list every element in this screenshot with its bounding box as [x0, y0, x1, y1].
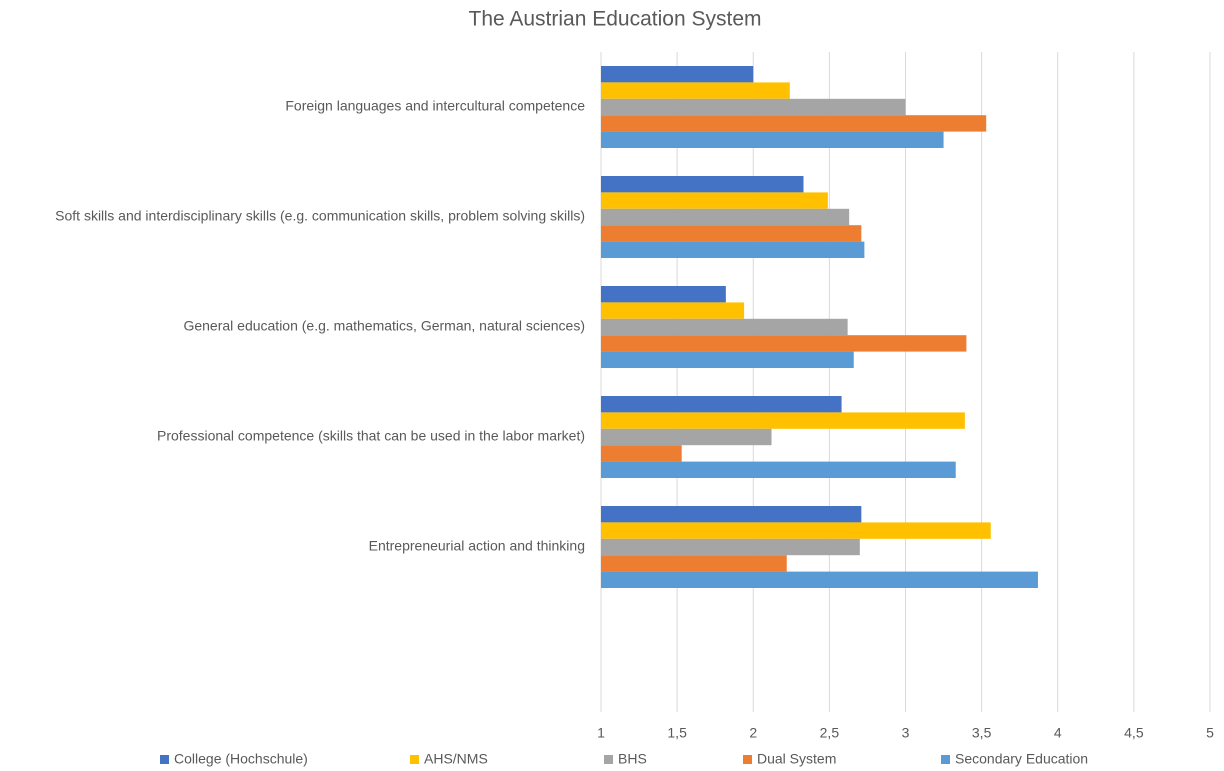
legend-label: BHS — [618, 751, 647, 767]
legend-swatch — [604, 755, 613, 764]
legend-label: College (Hochschule) — [174, 751, 308, 767]
bar — [601, 302, 745, 319]
bar — [601, 522, 991, 539]
x-tick-label: 3 — [902, 725, 910, 741]
bar — [601, 115, 987, 132]
bar — [601, 335, 967, 352]
legend-label: Dual System — [757, 751, 836, 767]
bar — [601, 461, 956, 478]
bar — [601, 131, 944, 148]
x-tick-label: 1,5 — [667, 725, 687, 741]
x-tick-label: 2 — [749, 725, 757, 741]
x-tick-label: 4 — [1054, 725, 1062, 741]
bar — [601, 555, 787, 572]
legend-label: Secondary Education — [955, 751, 1088, 767]
bar — [601, 506, 862, 523]
y-tick-label: Soft skills and interdisciplinary skills… — [55, 208, 585, 224]
x-tick-label: 4,5 — [1124, 725, 1144, 741]
y-tick-label: Professional competence (skills that can… — [157, 428, 585, 444]
x-tick-label: 1 — [597, 725, 605, 741]
bar — [601, 412, 965, 429]
bar — [601, 241, 865, 258]
legend-swatch — [160, 755, 169, 764]
bar — [601, 176, 804, 193]
legend-swatch — [410, 755, 419, 764]
legend-label: AHS/NMS — [424, 751, 488, 767]
bar — [601, 208, 850, 226]
bar — [601, 98, 906, 116]
bar — [601, 428, 772, 446]
bar — [601, 396, 842, 413]
bar — [601, 318, 848, 336]
chart-title: The Austrian Education System — [469, 8, 762, 31]
legend-swatch — [743, 755, 752, 764]
bar — [601, 225, 862, 242]
bar — [601, 571, 1038, 588]
bar — [601, 192, 828, 209]
bar — [601, 538, 860, 556]
bar — [601, 445, 682, 462]
legend-swatch — [941, 755, 950, 764]
bar — [601, 66, 754, 83]
bar — [601, 82, 790, 99]
bar — [601, 351, 854, 368]
y-tick-label: General education (e.g. mathematics, Ger… — [183, 318, 585, 334]
bar — [601, 286, 726, 303]
x-tick-label: 3,5 — [972, 725, 992, 741]
y-tick-label: Entrepreneurial action and thinking — [369, 538, 585, 554]
x-tick-label: 5 — [1206, 725, 1214, 741]
x-tick-label: 2,5 — [820, 725, 840, 741]
y-tick-label: Foreign languages and intercultural comp… — [285, 98, 585, 114]
